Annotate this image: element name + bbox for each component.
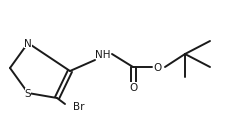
Text: Br: Br bbox=[73, 101, 85, 111]
Text: O: O bbox=[154, 62, 162, 72]
Text: NH: NH bbox=[95, 50, 111, 59]
Text: N: N bbox=[24, 39, 32, 49]
Text: O: O bbox=[129, 82, 137, 92]
Text: S: S bbox=[25, 88, 31, 98]
